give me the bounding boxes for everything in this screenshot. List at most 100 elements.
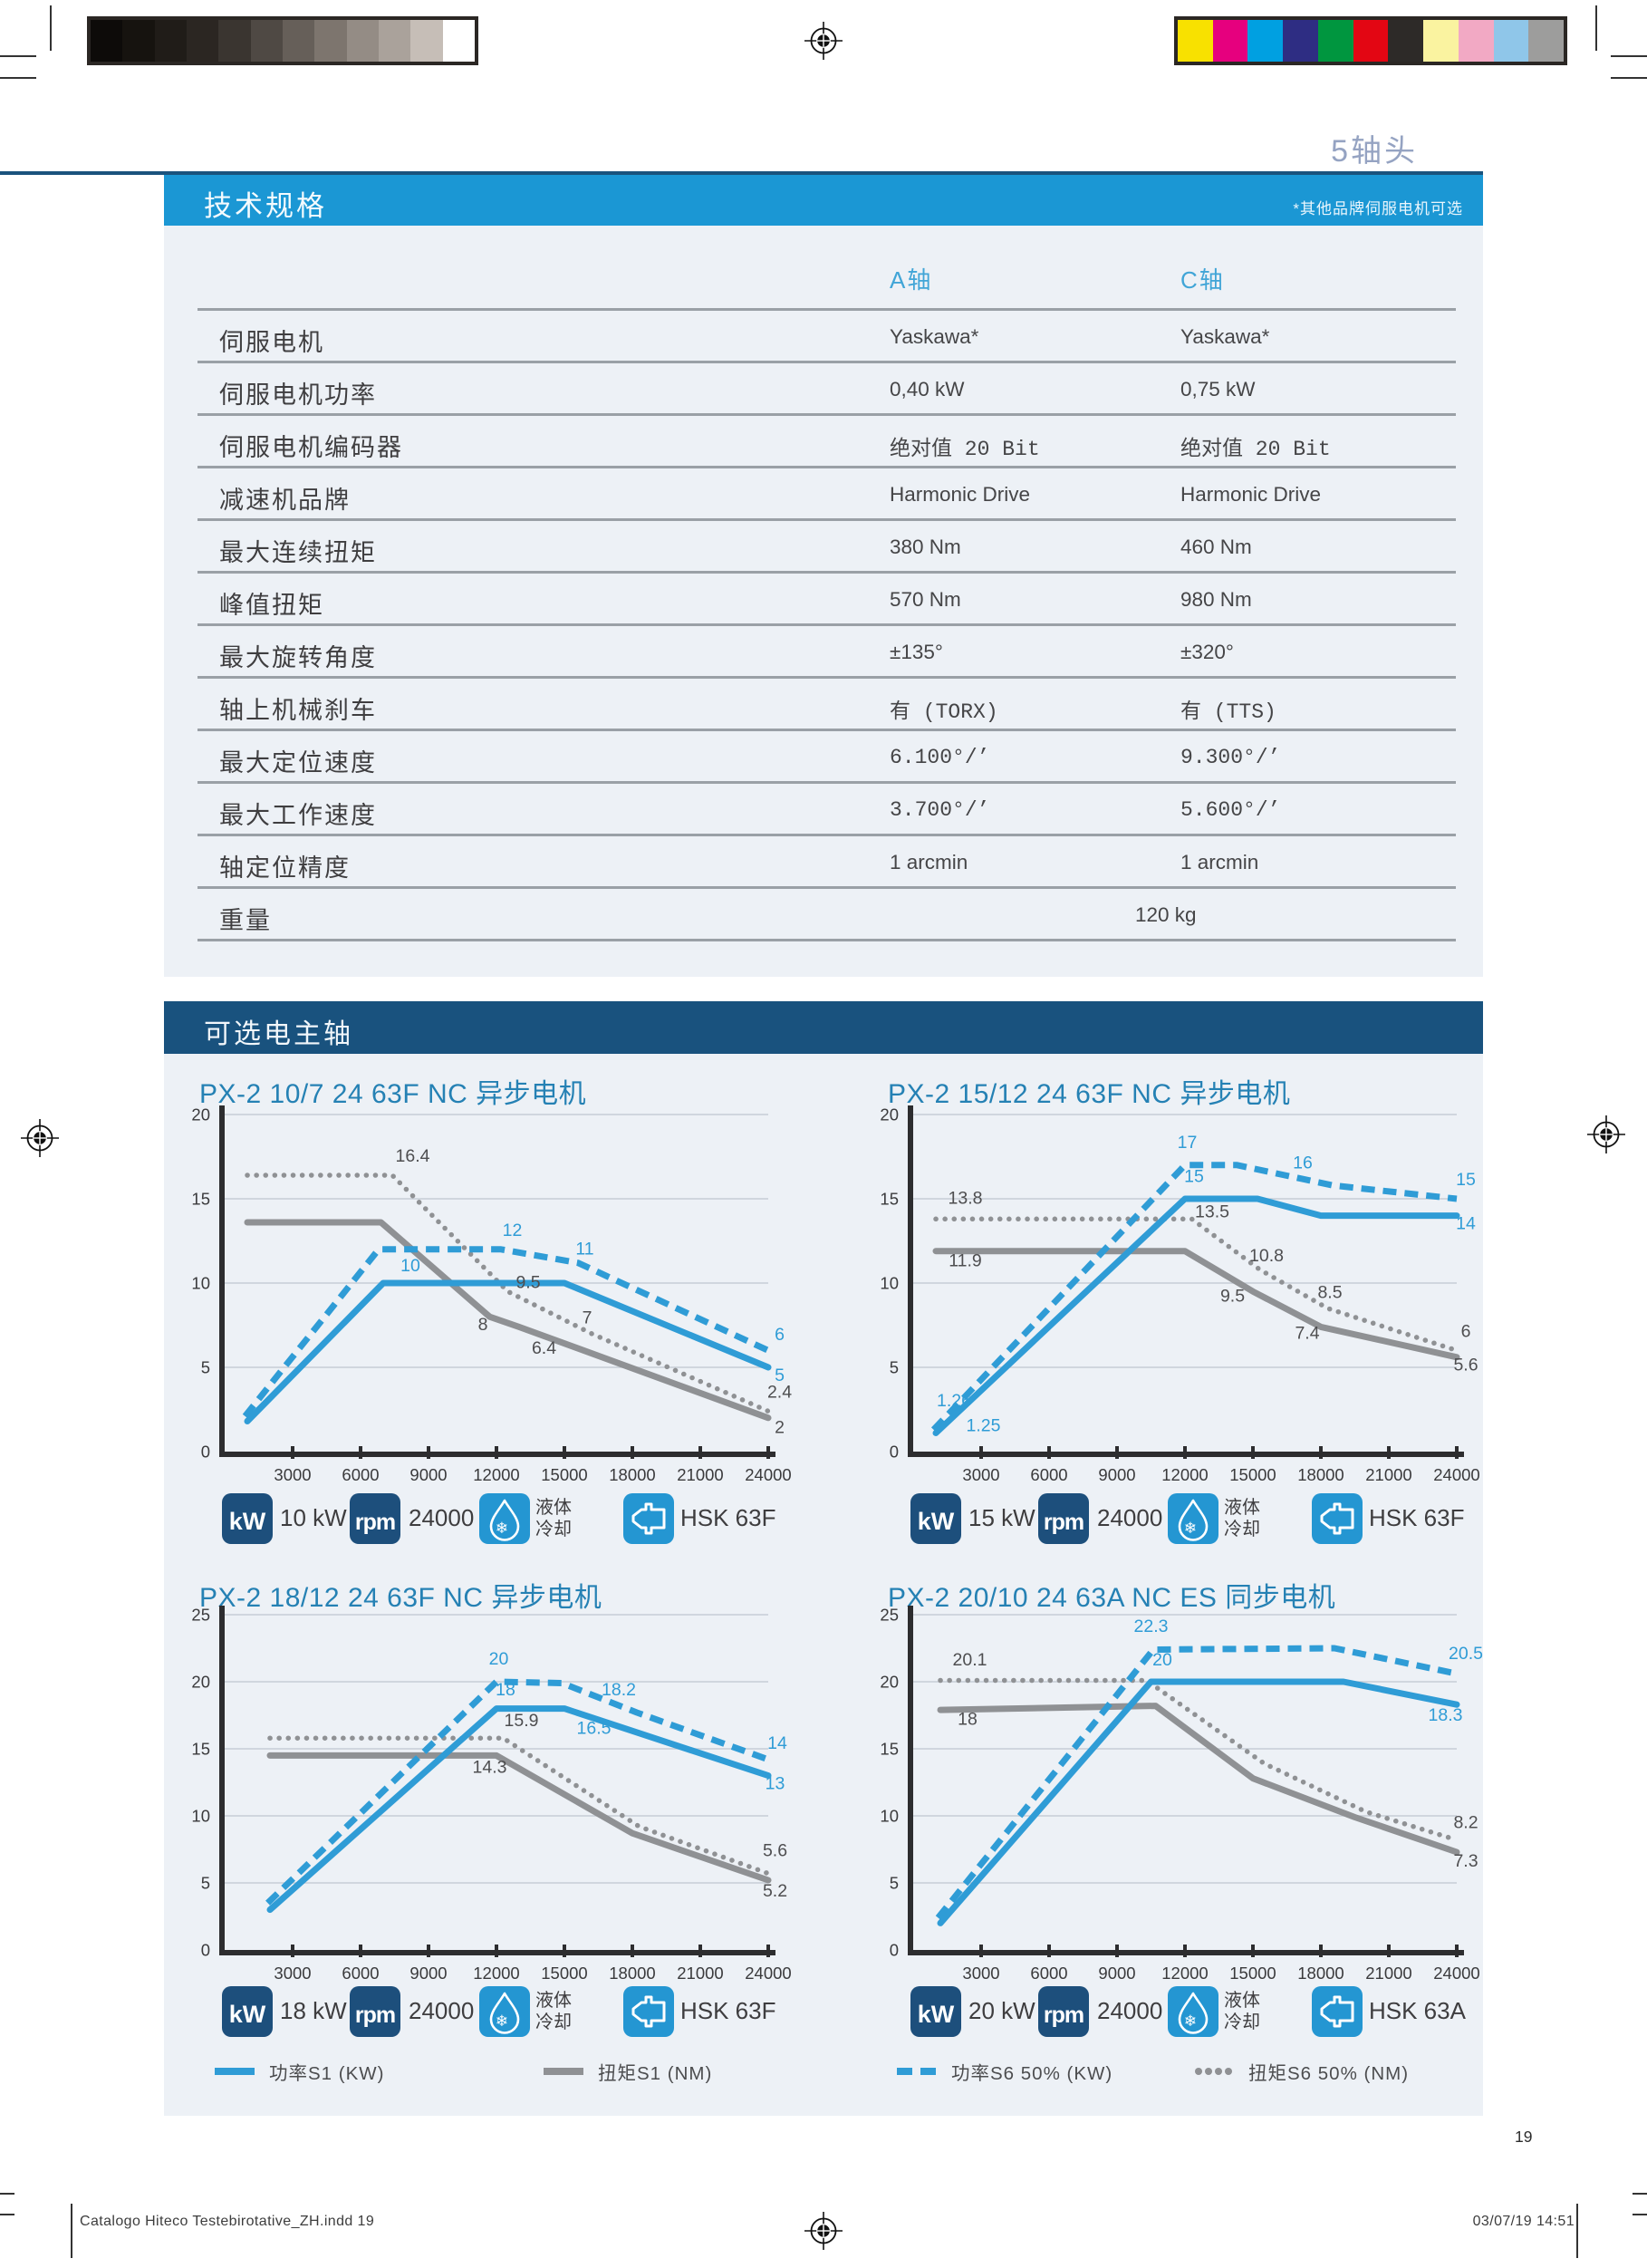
x-tick-label: 18000 [609,1964,655,1983]
color-swatch [1458,20,1494,62]
x-tick [1047,1446,1051,1459]
grayscale-swatch [314,20,347,62]
x-tick [1319,1446,1323,1459]
spindle-header-bar: 可选电主轴 [164,1001,1483,1054]
legend-marker-power_s1 [215,2068,255,2075]
color-swatch [1528,20,1565,62]
print-color-bar [1174,16,1567,65]
spec-row-label: 重量 [219,907,272,934]
value-label: 18 [496,1680,515,1700]
grayscale-swatch [346,20,379,62]
x-tick-label: 3000 [274,1964,311,1983]
svg-text:kW: kW [229,1508,266,1535]
chart-title-px2-18-12: PX-2 18/12 24 63F NC 异步电机 [199,1583,602,1613]
spec-value-a-axis: 有 (TORX) [890,700,998,724]
tool-holder-label: HSK 63F [1369,1504,1465,1531]
color-swatch [1423,20,1459,62]
power-rating-label: 15 kW [968,1504,1035,1531]
registration-mark-icon [804,21,843,61]
spec-row-label: 伺服电机功率 [219,381,377,409]
x-tick-label: 9000 [1098,1964,1135,1983]
x-tick [427,1446,430,1459]
value-label: 9.5 [515,1273,540,1293]
legend-item-torque_s6: 扭矩S6 50% (NM) [1194,2060,1409,2084]
value-label: 14 [767,1733,787,1753]
spec-header-bar: 技术规格 *其他品牌伺服电机可选 [164,175,1483,226]
spec-row: 伺服电机 Yaskawa* Yaskawa* [197,311,1456,363]
value-label: 10.8 [1249,1246,1284,1266]
crop-mark [0,77,36,79]
x-tick [1387,1446,1391,1459]
value-label: 6.4 [532,1338,556,1358]
x-tick-label: 6000 [342,1465,379,1484]
value-label: 20.5 [1449,1644,1483,1664]
x-tick [495,1945,498,1957]
value-label: 5.6 [1453,1356,1478,1375]
x-tick-label: 3000 [962,1465,999,1484]
x-tick [766,1945,770,1957]
crop-mark [1633,2193,1647,2195]
spec-value-a-axis: 1 arcmin [890,851,968,873]
grayscale-swatch [218,20,251,62]
series-power_s6 [265,1678,770,1906]
spec-row-weight: 重量 120 kg [197,889,1456,941]
y-tick-label: 5 [201,1358,210,1377]
registration-mark-icon [20,1118,60,1158]
power-rating-label: 18 kW [280,1997,347,2024]
spec-value-c-axis: 0,75 kW [1180,378,1256,401]
y-axis [219,1606,225,1955]
svg-text:❄: ❄ [496,2012,508,2030]
spec-row-label: 伺服电机 [219,329,324,356]
crop-mark [71,2204,72,2258]
spec-row-label: 最大工作速度 [219,802,377,829]
series-power_s1 [932,1195,1460,1436]
spec-row: 最大定位速度 6.100°/’ 9.300°/’ [197,731,1456,784]
svg-text:kW: kW [229,2001,266,2028]
legend-marker-torque_s6 [1195,2068,1232,2075]
spec-row-label: 峰值扭矩 [219,592,324,619]
spec-value-c-axis: 绝对值 20 Bit [1180,438,1331,461]
legend-label: 扭矩S1 (NM) [598,2063,713,2084]
value-label: 20 [489,1649,509,1669]
rpm-icon: rpm [350,1986,400,2041]
x-tick-label: 9000 [409,1465,447,1484]
x-tick-label: 12000 [473,1465,519,1484]
rpm-icon: rpm [1038,1986,1089,2041]
x-tick [631,1945,634,1957]
spec-row-label: 伺服电机编码器 [219,434,403,461]
x-tick [427,1945,430,1957]
spec-row: 最大旋转角度 ±135° ±320° [197,626,1456,679]
color-swatch [1353,20,1389,62]
cooling-icon: ❄ [479,1493,530,1549]
spec-row: 最大连续扭矩 380 Nm 460 Nm [197,521,1456,574]
y-tick-label: 10 [191,1274,210,1293]
series-power_s1 [266,1705,772,1914]
y-axis [908,1105,913,1457]
value-label: 22.3 [1134,1617,1169,1636]
spindle-panel: PX-2 10/7 24 63F NC 异步电机 PX-2 15/12 24 6… [164,1054,1483,2116]
spec-row-label: 减速机品牌 [219,487,351,514]
spindle-icon-row: kW 20 kW rpm 24000 ❄ 液体 冷却 HSK 63A [910,1986,1490,2039]
spec-value-a-axis: 3.700°/’ [890,798,990,822]
spec-value-c-axis: 980 Nm [1180,588,1252,611]
spec-value-c-axis: Yaskawa* [1180,325,1270,348]
rpm-icon: rpm [1038,1493,1089,1549]
svg-text:❄: ❄ [1184,1520,1197,1537]
x-tick-label: 6000 [1030,1964,1067,1983]
y-tick-label: 0 [890,1443,899,1462]
spec-value-a-axis: 0,40 kW [890,378,965,401]
x-tick-label: 24000 [1433,1465,1479,1484]
x-tick-label: 21000 [677,1964,723,1983]
x-tick [1183,1446,1187,1459]
x-tick-label: 24000 [745,1964,791,1983]
value-label: 6 [1461,1322,1471,1342]
spec-row-label: 轴上机械刹车 [219,697,377,724]
kw-icon: kW [910,1986,961,2041]
column-header-a-axis: A轴 [890,266,933,294]
x-tick [1455,1945,1459,1957]
grayscale-swatch [250,20,283,62]
spec-row: 轴定位精度 1 arcmin 1 arcmin [197,836,1456,889]
spec-value-c-axis: ±320° [1180,641,1234,663]
value-label: 15 [1184,1166,1204,1186]
y-tick-label: 5 [890,1874,899,1893]
